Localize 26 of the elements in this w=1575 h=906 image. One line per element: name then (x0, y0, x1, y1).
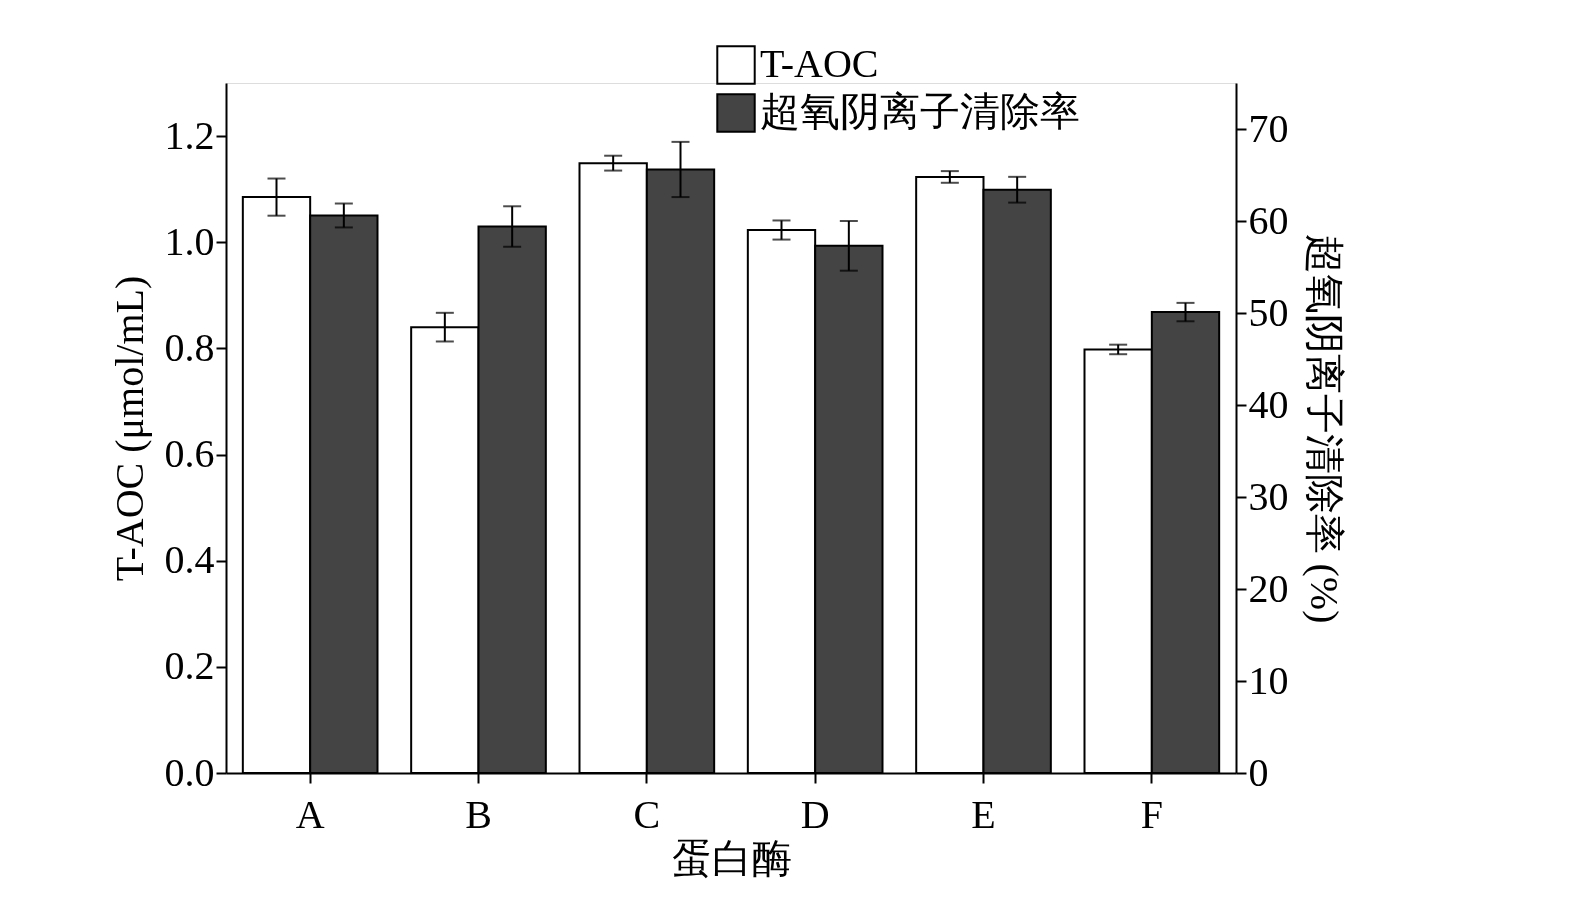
y2-axis-title: 超氧阴离子清除率 (%) (1301, 233, 1347, 624)
y-tick-label: 1.0 (164, 218, 215, 264)
y-tick-label: 1.2 (164, 112, 215, 158)
x-tick-label: B (465, 791, 492, 837)
y2-tick-label: 20 (1248, 565, 1289, 611)
y-tick-label: 0.0 (164, 749, 215, 795)
x-tick-label: E (971, 791, 996, 837)
x-tick-label: D (800, 791, 830, 837)
y2-tick-label: 10 (1248, 657, 1289, 703)
x-tick-label: C (633, 791, 661, 837)
y2-tick-label: 70 (1248, 105, 1289, 151)
y2-tick-label: 30 (1248, 473, 1289, 519)
legend-label: 超氧阴离子清除率 (760, 89, 1080, 134)
y2-tick-label: 0 (1248, 749, 1269, 795)
y2-tick-label: 40 (1248, 381, 1289, 427)
y-axis-title: T-AOC (μmol/mL) (106, 275, 152, 582)
y-tick-label: 0.8 (164, 324, 215, 370)
x-tick-label: A (295, 791, 325, 837)
legend-label: T-AOC (760, 41, 879, 86)
x-tick-label: F (1140, 791, 1163, 837)
y-tick-label: 0.4 (164, 537, 215, 583)
y2-tick-label: 60 (1248, 197, 1289, 243)
y-tick-label: 0.2 (164, 643, 215, 689)
y2-tick-label: 50 (1248, 289, 1289, 335)
x-axis-title: 蛋白酶 (671, 835, 792, 881)
y-tick-label: 0.6 (164, 431, 215, 477)
